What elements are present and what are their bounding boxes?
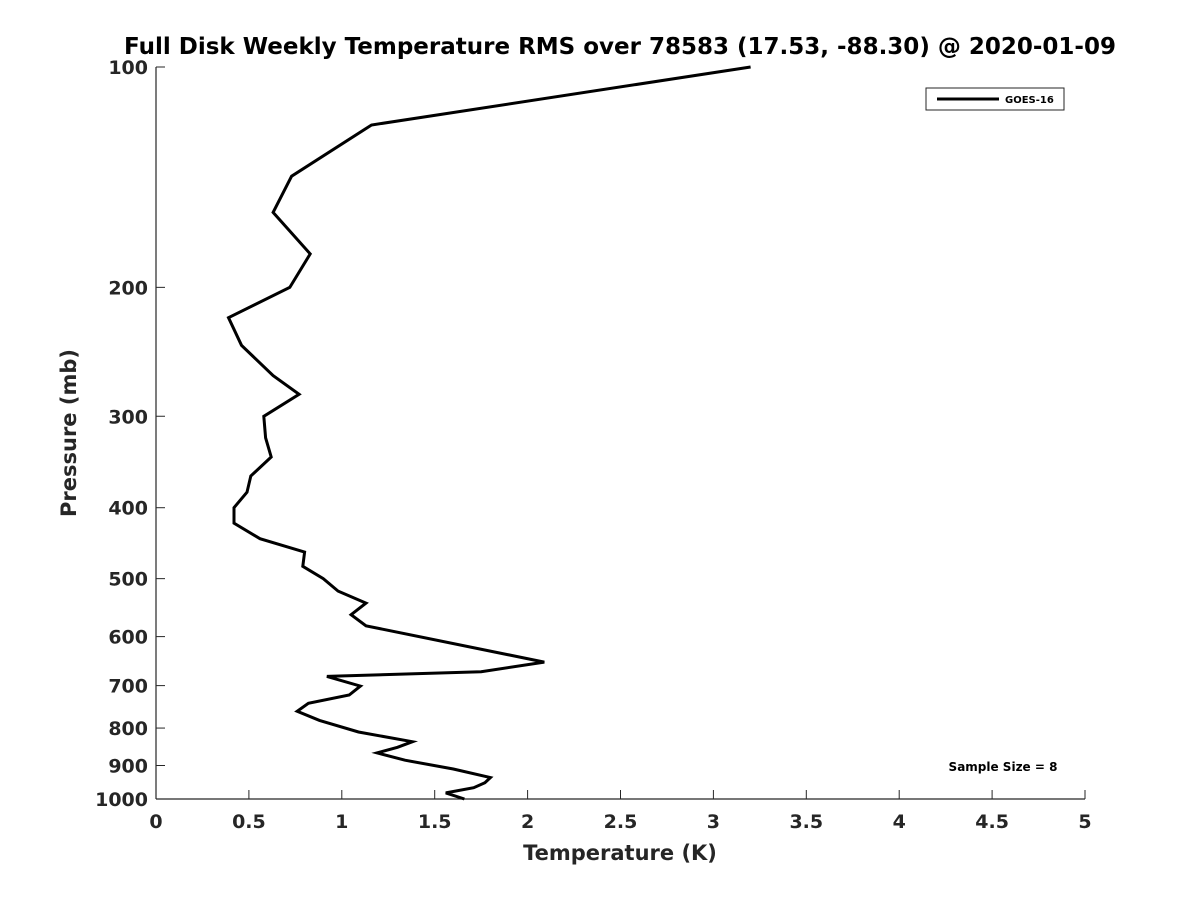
y-axis-ticks: 100 200 300 400 500 600 700 800 900 1000: [95, 57, 165, 811]
y-tick-label: 700: [108, 676, 148, 698]
series-group: [226, 65, 751, 801]
x-tick-label: 2: [521, 811, 534, 833]
series-line-goes-16: [226, 65, 751, 801]
legend-label-goes-16: GOES-16: [1005, 95, 1054, 106]
legend: GOES-16: [925, 87, 1065, 111]
x-tick-label: 1: [335, 811, 348, 833]
x-axis-label: Temperature (K): [523, 841, 717, 865]
x-tick-label: 4: [893, 811, 906, 833]
y-tick-label: 600: [108, 627, 148, 649]
y-tick-label: 200: [108, 277, 148, 299]
y-tick-label: 900: [108, 756, 148, 778]
chart-title: Full Disk Weekly Temperature RMS over 78…: [124, 34, 1116, 60]
x-tick-label: 0.5: [232, 811, 266, 833]
x-tick-label: 4.5: [975, 811, 1009, 833]
y-axis-label: Pressure (mb): [57, 349, 81, 517]
x-tick-label: 0: [149, 811, 162, 833]
y-tick-label: 1000: [95, 789, 148, 811]
y-tick-label: 100: [108, 57, 148, 79]
x-axis-ticks: 0 0.5 1 1.5 2 2.5 3 3.5 4 4.5 5: [149, 790, 1092, 833]
x-tick-label: 2.5: [604, 811, 638, 833]
y-tick-label: 300: [108, 406, 148, 428]
x-tick-label: 1.5: [418, 811, 452, 833]
y-tick-label: 800: [108, 718, 148, 740]
plot-background: [156, 67, 1085, 799]
y-tick-label: 500: [108, 569, 148, 591]
x-tick-label: 3.5: [789, 811, 823, 833]
x-tick-label: 3: [707, 811, 720, 833]
sample-size-annotation: Sample Size = 8: [949, 760, 1058, 774]
y-tick-label: 400: [108, 498, 148, 520]
x-tick-label: 5: [1078, 811, 1091, 833]
